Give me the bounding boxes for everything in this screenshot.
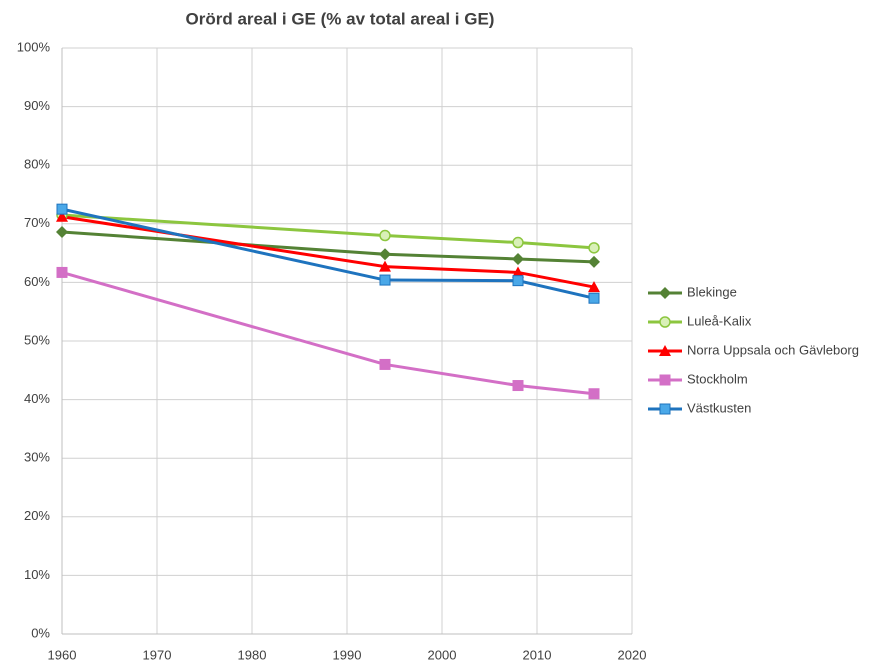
- series-line: [61, 213, 595, 250]
- marker: [512, 252, 524, 265]
- x-tick-label: 2010: [523, 647, 552, 662]
- legend-label: Blekinge: [687, 284, 737, 299]
- marker: [56, 203, 68, 215]
- y-tick-label: 50%: [24, 332, 50, 347]
- y-tick-label: 40%: [24, 391, 50, 406]
- marker: [512, 236, 524, 249]
- y-tick-label: 30%: [24, 450, 50, 465]
- marker: [659, 287, 671, 299]
- chart-title: Orörd areal i GE (% av total areal i GE): [186, 9, 495, 28]
- marker: [512, 380, 524, 392]
- marker: [56, 226, 68, 239]
- legend-label: Stockholm: [687, 371, 748, 386]
- marker: [379, 274, 391, 286]
- marker: [659, 374, 671, 386]
- x-tick-label: 1970: [143, 647, 172, 662]
- series-line: [61, 270, 595, 396]
- y-tick-label: 100%: [17, 39, 51, 54]
- marker: [588, 242, 600, 254]
- y-tick-label: 10%: [24, 567, 50, 582]
- marker: [379, 260, 391, 272]
- series-line: [61, 207, 595, 300]
- marker: [379, 248, 391, 261]
- x-tick-label: 2000: [428, 647, 457, 662]
- series-line: [61, 215, 595, 289]
- marker: [588, 388, 600, 400]
- y-tick-label: 70%: [24, 215, 50, 230]
- y-tick-label: 20%: [24, 508, 50, 523]
- legend-label: Luleå-Kalix: [687, 313, 752, 328]
- y-tick-label: 90%: [24, 98, 50, 113]
- marker: [588, 281, 600, 293]
- marker: [56, 210, 68, 222]
- x-tick-label: 1980: [238, 647, 267, 662]
- marker: [379, 229, 391, 242]
- marker: [588, 255, 600, 268]
- x-tick-label: 1990: [333, 647, 362, 662]
- marker: [659, 403, 671, 415]
- marker: [56, 266, 68, 278]
- y-tick-label: 0%: [31, 625, 50, 640]
- legend-label: Västkusten: [687, 400, 751, 415]
- marker: [659, 345, 671, 356]
- marker: [588, 292, 600, 304]
- marker: [512, 275, 524, 287]
- x-tick-label: 2020: [618, 647, 647, 662]
- marker: [659, 316, 671, 328]
- marker: [512, 266, 524, 278]
- x-tick-label: 1960: [48, 647, 77, 662]
- y-tick-label: 80%: [24, 157, 50, 172]
- legend-label: Norra Uppsala och Gävleborg: [687, 342, 859, 357]
- marker: [379, 358, 391, 370]
- y-tick-label: 60%: [24, 274, 50, 289]
